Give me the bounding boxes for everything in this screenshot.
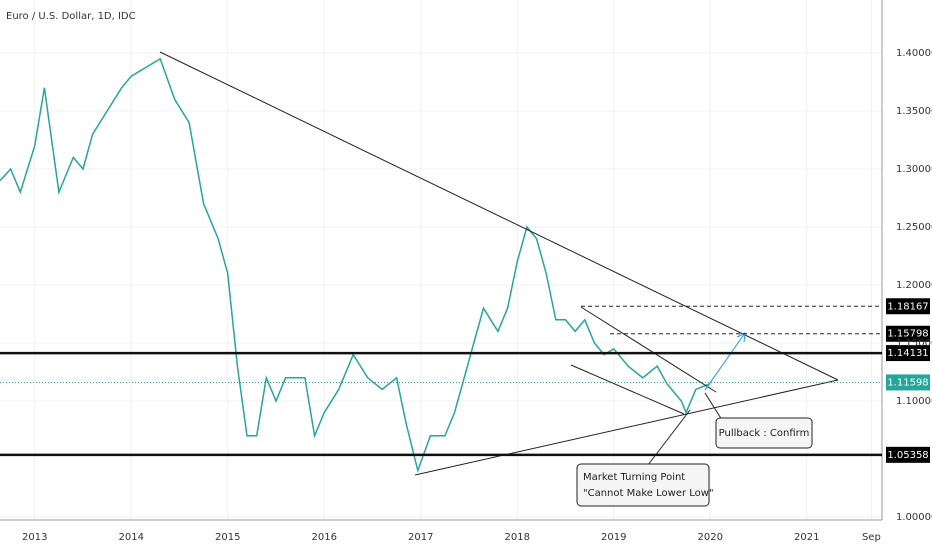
y-tick-label: 1.40000 (896, 48, 932, 59)
level-label-bg (886, 374, 930, 391)
level-label: 1.11598 (887, 377, 928, 388)
x-tick-label: 2019 (601, 532, 626, 543)
x-tick-label: 2018 (505, 532, 530, 543)
level-label-bg (886, 446, 930, 463)
x-tick-label: 2016 (312, 532, 337, 543)
x-tick-label: 2021 (794, 532, 819, 543)
price-series (0, 57, 711, 474)
level-label: 1.05358 (887, 450, 928, 461)
annotation: Pullback : Confirm (719, 428, 810, 439)
annotation: "Cannot Make Lower Low" (583, 488, 714, 499)
level-label: 1.15798 (887, 329, 928, 340)
level-label: 1.14131 (887, 348, 928, 359)
y-tick-label: 1.30000 (896, 164, 932, 175)
callout (715, 417, 813, 449)
x-tick-label: 2017 (408, 532, 433, 543)
callout (576, 463, 710, 507)
y-tick-label: 1.20000 (896, 280, 932, 291)
x-tick-label: Sep (862, 532, 881, 543)
level-label: 1.18167 (887, 301, 928, 312)
x-tick-label: 2014 (119, 532, 144, 543)
y-tick-label: 1.15000 (896, 338, 932, 349)
y-tick-label: 1.10000 (896, 396, 932, 407)
x-tick-label: 2015 (215, 532, 240, 543)
chart-title: Euro / U.S. Dollar, 1D, IDC (6, 11, 136, 22)
level-label-bg (886, 345, 930, 362)
x-tick-label: 2013 (22, 532, 47, 543)
y-tick-label: 1.25000 (896, 222, 932, 233)
y-tick-label: 1.00000 (896, 512, 932, 523)
levels: 1.18167 1.15798 1.14131 1.11598 1.05358 (0, 298, 930, 463)
x-tick-label: 2020 (698, 532, 723, 543)
annotation: Market Turning Point (583, 472, 685, 483)
price-line (0, 57, 711, 474)
level-label-bg (886, 325, 930, 342)
drawings (159, 51, 839, 476)
y-tick-label: 1.35000 (896, 106, 932, 117)
level-label-bg (886, 298, 930, 315)
